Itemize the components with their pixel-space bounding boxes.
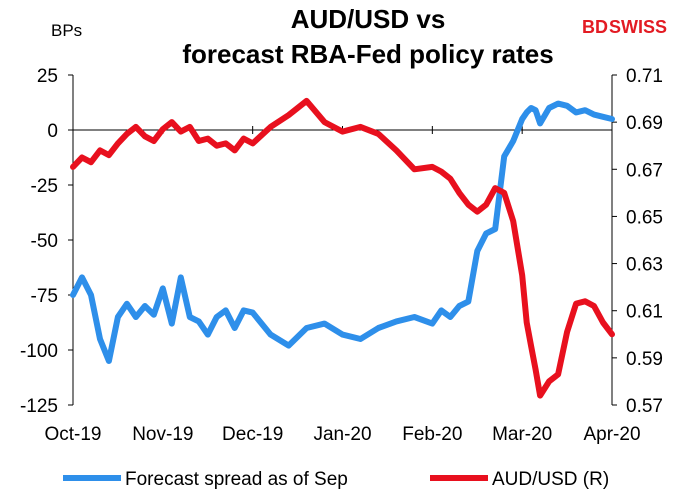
y-left-tick-labels: 25 0 -25 -50 -75 -100 -125 xyxy=(20,66,58,417)
y-right-tick-label: 0.69 xyxy=(626,113,663,134)
series-line-spread xyxy=(70,100,615,364)
y-left-tick-label: -75 xyxy=(31,286,58,307)
chart-title-line-2: forecast RBA-Fed policy rates xyxy=(182,39,553,69)
y-right-tick-label: 0.71 xyxy=(626,66,663,87)
y-left-tick-label: 0 xyxy=(47,121,58,142)
x-tick-label: Nov-19 xyxy=(132,424,193,445)
x-tick-labels: Oct-19 Nov-19 Dec-19 Jan-20 Feb-20 Mar-20 Apr-… xyxy=(44,424,640,445)
y-left-unit-label: BPs xyxy=(51,21,82,40)
series-lines xyxy=(70,97,615,399)
y-right-tick-labels: 0.71 0.69 0.67 0.65 0.63 0.61 0.59 0.57 xyxy=(626,66,663,417)
y-left-tick-label: 25 xyxy=(37,66,58,87)
logo-text-bd: BD xyxy=(582,17,608,37)
x-tick-label: Dec-19 xyxy=(222,424,283,445)
y-left-tick-label: -125 xyxy=(20,396,58,417)
legend: Forecast spread as of Sep AUD/USD (R) xyxy=(63,469,609,490)
bdswiss-logo: BD SWISS xyxy=(582,17,667,37)
y-right-tick-label: 0.63 xyxy=(626,255,663,276)
legend-label-aud: AUD/USD (R) xyxy=(492,469,609,490)
y-right-tick-label: 0.57 xyxy=(626,396,663,417)
x-tick-label: Jan-20 xyxy=(313,424,371,445)
x-tick-label: Mar-20 xyxy=(492,424,552,445)
y-left-tick-label: -50 xyxy=(31,231,58,252)
y-left-tick-label: -25 xyxy=(31,176,58,197)
y-right-tick-label: 0.67 xyxy=(626,160,663,181)
x-tick-label: Oct-19 xyxy=(44,424,101,445)
x-tick-label: Feb-20 xyxy=(402,424,462,445)
legend-label-spread: Forecast spread as of Sep xyxy=(125,469,348,490)
series-line-aud xyxy=(70,97,615,399)
y-right-tick-label: 0.65 xyxy=(626,207,663,228)
x-tick-label: Apr-20 xyxy=(583,424,640,445)
y-right-tick-label: 0.61 xyxy=(626,302,663,323)
chart-title-line-1: AUD/USD vs xyxy=(291,4,446,34)
logo-text-swiss: SWISS xyxy=(609,17,667,37)
y-right-tick-label: 0.59 xyxy=(626,349,663,370)
y-left-tick-label: -100 xyxy=(20,341,58,362)
